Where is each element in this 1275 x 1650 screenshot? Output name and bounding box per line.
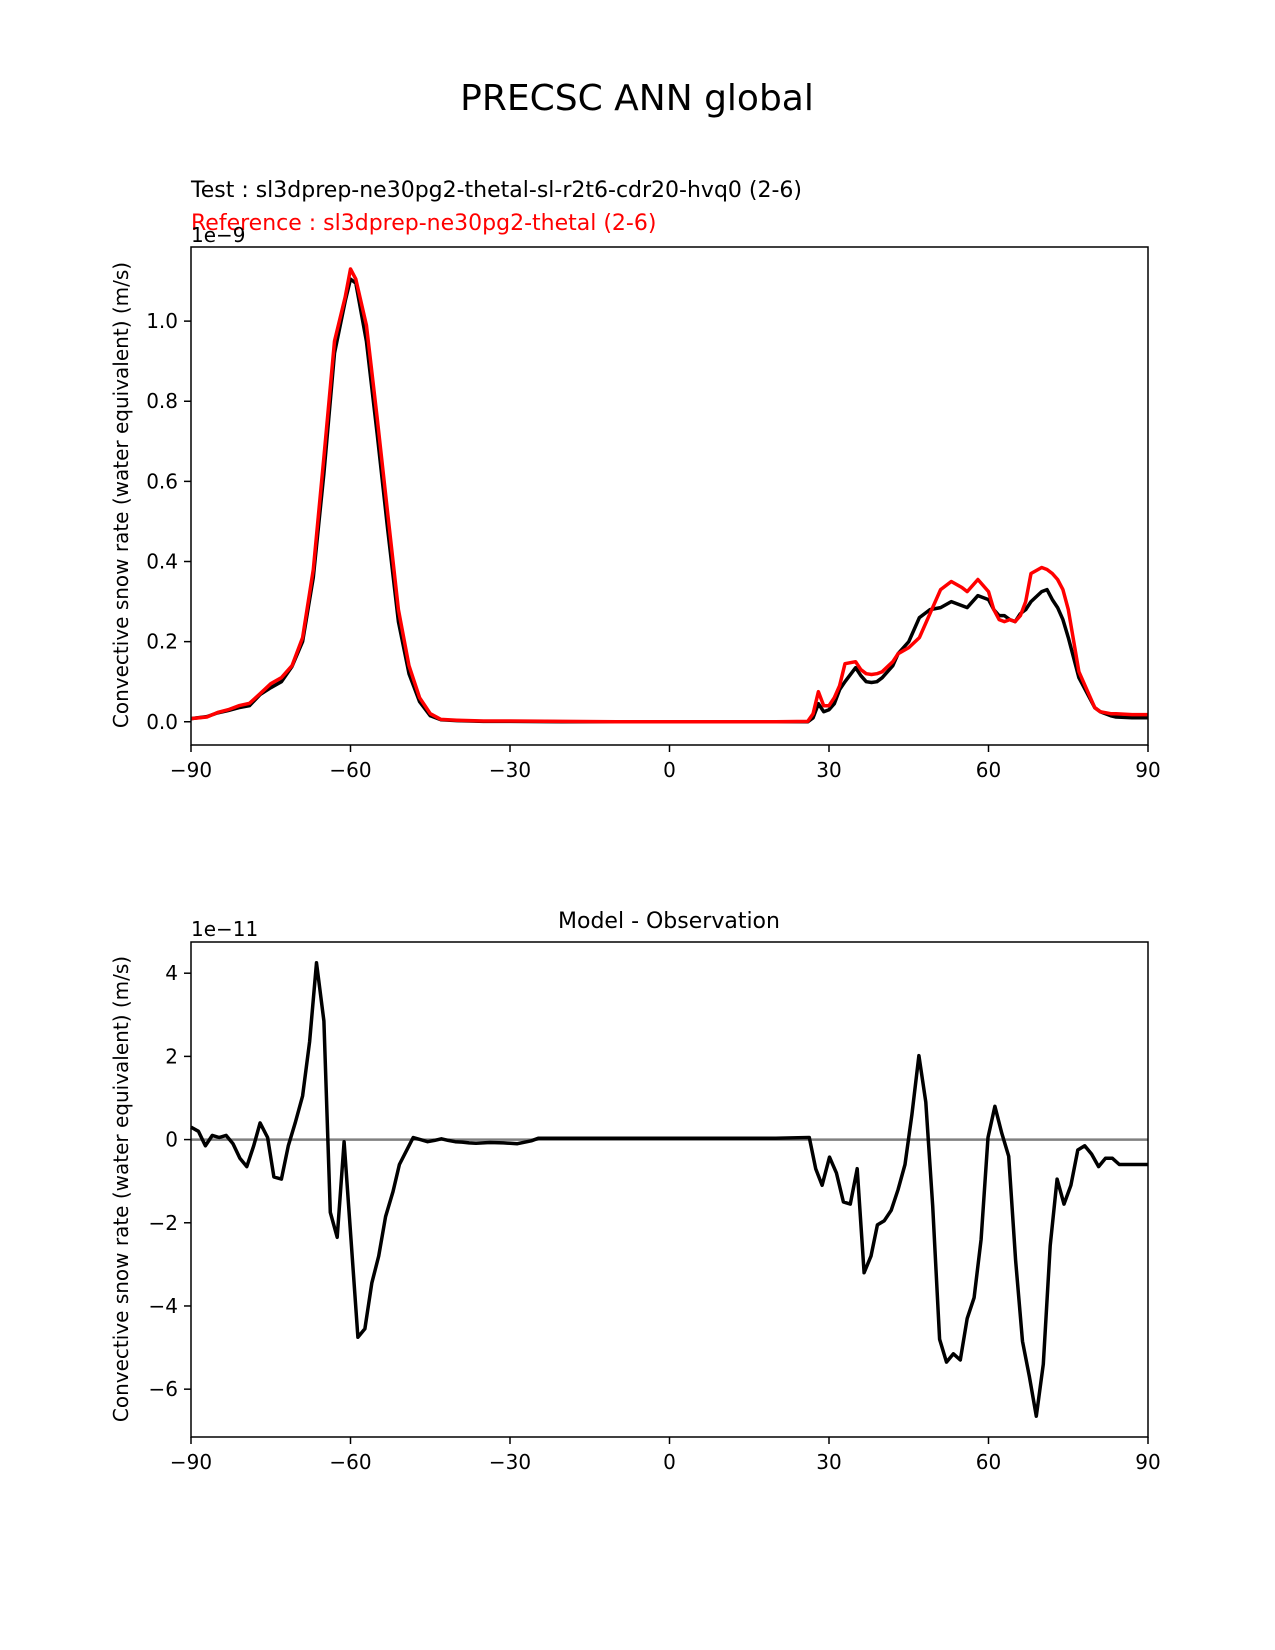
bottom-x-tick-label: 0	[663, 1450, 676, 1474]
bottom-x-tick-label: −30	[489, 1450, 531, 1474]
reference-legend-label: Reference : sl3dprep-ne30pg2-thetal (2-6…	[191, 211, 656, 236]
top-x-tick-label: 30	[816, 758, 841, 782]
bottom-y-tick-label: −4	[149, 1294, 178, 1318]
bottom-x-tick-label: 30	[816, 1450, 841, 1474]
bottom-x-tick-label: −90	[170, 1450, 212, 1474]
bottom-y-tick-label: 0	[165, 1128, 178, 1152]
bottom-x-tick-label: 90	[1135, 1450, 1160, 1474]
figure-title: PRECSC ANN global	[460, 78, 814, 119]
top-y-offset-label: 1e−9	[191, 223, 246, 247]
bottom-y-tick-label: 4	[165, 961, 178, 985]
bottom-y-offset-label: 1e−11	[191, 917, 258, 941]
top-y-tick-label: 0.0	[146, 710, 178, 734]
bottom-x-tick-label: −60	[329, 1450, 371, 1474]
bottom-panel-title: Model - Observation	[558, 909, 780, 934]
top-panel: Test : sl3dprep-ne30pg2-thetal-sl-r2t6-c…	[109, 178, 1161, 782]
top-x-tick-label: 0	[663, 758, 676, 782]
top-y-tick-label: 1.0	[146, 309, 178, 333]
top-series-test	[190, 277, 1148, 724]
top-series-reference	[190, 267, 1148, 724]
top-x-tick-label: 90	[1135, 758, 1160, 782]
top-y-axis-label: Convective snow rate (water equivalent) …	[109, 262, 133, 728]
bottom-y-axis-label: Convective snow rate (water equivalent) …	[109, 956, 133, 1422]
top-x-tick-label: −90	[170, 758, 212, 782]
bottom-x-tick-label: 60	[976, 1450, 1001, 1474]
bottom-axes-frame	[190, 941, 1149, 1438]
top-y-tick-label: 0.2	[146, 630, 178, 654]
top-y-tick-label: 0.8	[146, 389, 178, 413]
bottom-y-tick-label: −6	[149, 1377, 178, 1401]
bottom-y-tick-label: 2	[165, 1044, 178, 1068]
top-x-tick-label: −30	[489, 758, 531, 782]
bottom-panel: Model - Observation 1e−11 Convective sno…	[109, 909, 1161, 1474]
top-axes-frame	[190, 246, 1149, 746]
top-plot-area: −90 −60 −30 0 30 60 90 0.0 0.2 0.4 0.6 0.8 1.0	[146, 267, 1161, 782]
top-x-tick-label: 60	[976, 758, 1001, 782]
bottom-plot-area: −90 −60 −30 0 30 60 90 −6 −4 −2 0 2 4	[149, 961, 1161, 1474]
bottom-y-tick-label: −2	[149, 1211, 178, 1235]
top-x-tick-label: −60	[329, 758, 371, 782]
test-legend-label: Test : sl3dprep-ne30pg2-thetal-sl-r2t6-c…	[190, 178, 802, 203]
bottom-series-diff	[190, 961, 1148, 1418]
top-y-tick-label: 0.6	[146, 469, 178, 493]
top-y-tick-label: 0.4	[146, 550, 178, 574]
